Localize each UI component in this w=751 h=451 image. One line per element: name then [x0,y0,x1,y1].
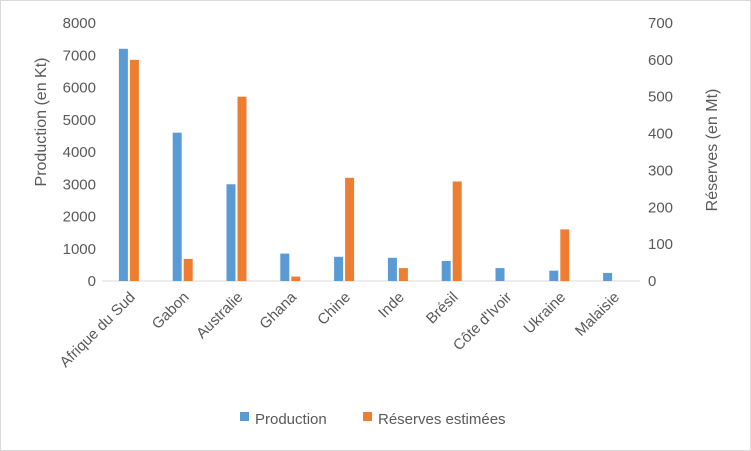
bar-production [334,256,344,281]
y-tick-left-label: 2000 [63,209,96,226]
y-tick-right-label: 0 [648,273,656,290]
y-tick-left-label: 5000 [63,112,96,129]
y-axis-right-ticks: 0 100 200 300 400 500 600 700 [648,15,673,290]
y-tick-left-label: 4000 [63,144,96,161]
bar-production [549,270,559,281]
x-tick-label: Brésil [423,289,462,328]
y-axis-right-title: Réserves (en Mt) [704,89,721,212]
bar-production [441,261,451,281]
bar-reserves [345,177,355,281]
bar-production [387,257,397,281]
bar-reserves [398,268,408,281]
bar-reserves [237,96,247,281]
bars [118,48,613,281]
y-tick-left-label: 7000 [63,47,96,64]
bar-production [495,268,505,281]
y-tick-right-label: 500 [648,89,673,106]
bar-reserves [129,59,139,281]
bar-reserves [560,229,570,281]
y-tick-left-label: 6000 [63,80,96,97]
legend-label-reserves: Réserves estimées [378,411,506,428]
bar-production [280,253,290,281]
y-tick-right-label: 700 [648,15,673,32]
legend-item-reserves: Réserves estimées [363,411,506,428]
x-tick-label: Ghana [256,288,300,332]
bar-production [226,184,236,281]
bar-reserves [291,276,301,281]
legend-swatch-production [240,412,249,421]
x-tick-label: Gabon [149,289,193,333]
legend-item-production: Production [240,411,327,428]
bar-production [172,132,182,281]
legend-swatch-reserves [363,412,372,421]
x-tick-label: Inde [375,289,408,322]
y-tick-left-label: 0 [88,273,96,290]
bar-production [118,48,128,281]
x-tick-label: Australie [193,289,246,342]
x-tick-label: Chine [314,289,354,329]
y-tick-right-label: 400 [648,126,673,143]
legend-label-production: Production [255,411,327,428]
bar-production [603,272,613,281]
y-tick-right-label: 100 [648,236,673,253]
x-tick-label: Malaisie [572,289,623,340]
y-axis-left-ticks: 0 1000 2000 3000 4000 5000 6000 7000 8000 [63,15,96,290]
y-tick-right-label: 600 [648,52,673,69]
bar-reserves [452,181,462,281]
y-tick-right-label: 200 [648,199,673,216]
legend: Production Réserves estimées [240,411,506,428]
y-tick-left-label: 1000 [63,241,96,258]
x-tick-label: Ukraine [521,289,570,338]
x-tick-label: Afrique du Sud [57,289,139,371]
y-axis-left-title: Production (en Kt) [33,58,50,187]
y-tick-left-label: 3000 [63,176,96,193]
x-axis-ticks: Afrique du Sud Gabon Australie Ghana Chine In… [57,288,623,371]
bar-reserves [183,258,193,281]
x-tick-label: Côte d'Ivoir [450,289,515,354]
y-tick-left-label: 8000 [63,15,96,32]
y-tick-right-label: 300 [648,162,673,179]
